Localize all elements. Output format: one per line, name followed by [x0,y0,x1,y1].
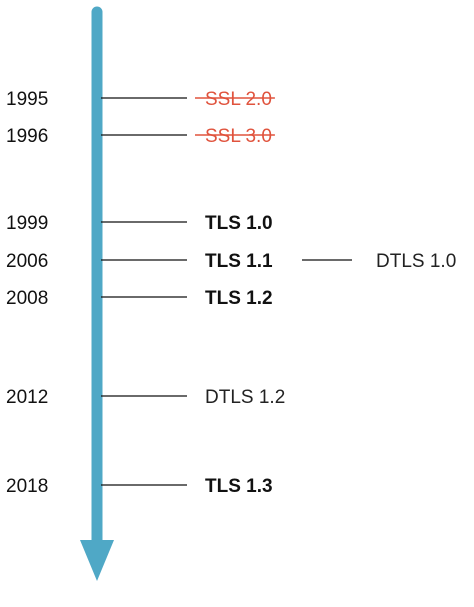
timeline-event: 1995 SSL 2.0 [6,89,275,110]
event-year: 2018 [6,476,48,497]
event-version-label: TLS 1.1 [205,251,273,272]
timeline-arrow [80,6,114,581]
timeline-arrow-head [80,540,114,581]
event-year: 1995 [6,89,48,110]
event-year: 2012 [6,387,48,408]
event-version-label: SSL 3.0 [205,126,272,147]
event-version-label: DTLS 1.2 [205,387,285,408]
branch-version-label: DTLS 1.0 [376,251,456,272]
event-year: 1996 [6,126,48,147]
event-version-label: TLS 1.3 [205,476,273,497]
timeline-event: 1996 SSL 3.0 [6,126,275,147]
timeline-event: 2018 TLS 1.3 [6,476,273,497]
event-version-label: TLS 1.2 [205,288,273,309]
event-year: 2008 [6,288,48,309]
event-year: 2006 [6,251,48,272]
timeline-event: 2008 TLS 1.2 [6,288,273,309]
timeline-event: 2012 DTLS 1.2 [6,387,285,408]
timeline-events: 1995 SSL 2.0 1996 SSL 3.0 1999 TLS 1.0 2006 TLS… [6,89,456,497]
event-version-label: TLS 1.0 [205,213,273,234]
event-version-label: SSL 2.0 [205,89,272,110]
timeline-event: 2006 TLS 1.1 DTLS 1.0 [6,251,456,272]
event-year: 1999 [6,213,48,234]
timeline-event: 1999 TLS 1.0 [6,213,273,234]
